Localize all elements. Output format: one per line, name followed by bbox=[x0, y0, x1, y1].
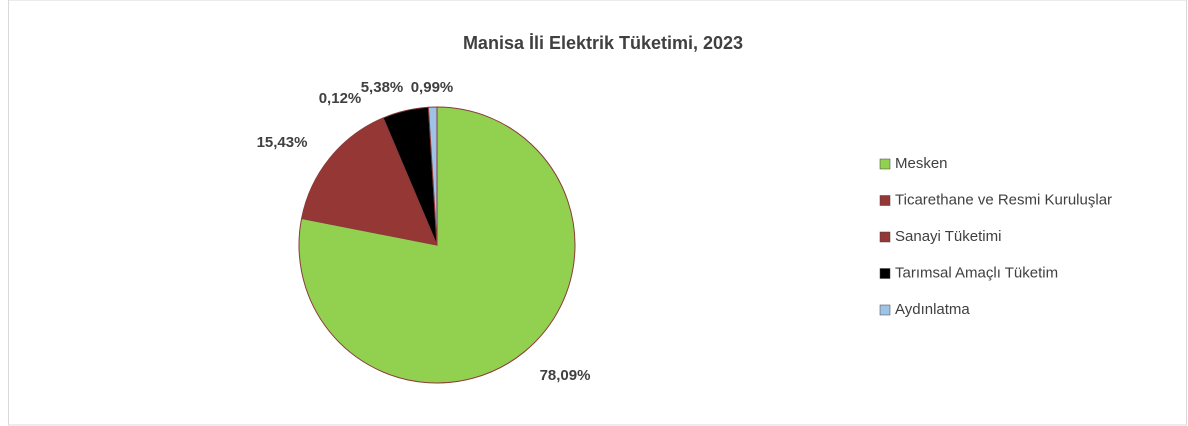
legend-label: Sanayi Tüketimi bbox=[895, 228, 1001, 245]
legend-label: Aydınlatma bbox=[895, 301, 970, 318]
chart-title: Manisa İli Elektrik Tüketimi, 2023 bbox=[463, 33, 743, 53]
legend-swatch bbox=[879, 268, 891, 279]
pie-slice bbox=[298, 106, 576, 384]
legend-label: Ticarethane ve Resmi Kuruluşlar bbox=[895, 191, 1112, 208]
legend-label: Tarımsal Amaçlı Tüketim bbox=[895, 264, 1058, 281]
data-label: 0,99% bbox=[411, 79, 454, 96]
legend-swatch bbox=[879, 158, 891, 170]
pie-slice bbox=[300, 117, 438, 246]
data-label: 0,12% bbox=[319, 90, 362, 107]
data-label: 78,09% bbox=[540, 367, 591, 384]
legend-swatch bbox=[879, 231, 891, 243]
chart-frame bbox=[8, 0, 1187, 426]
legend-label: Mesken bbox=[895, 155, 948, 172]
legend-swatch bbox=[879, 195, 891, 206]
data-label: 5,38% bbox=[361, 79, 404, 96]
legend-swatch bbox=[879, 304, 891, 316]
data-label: 15,43% bbox=[257, 134, 308, 151]
pie-slice bbox=[427, 106, 438, 246]
